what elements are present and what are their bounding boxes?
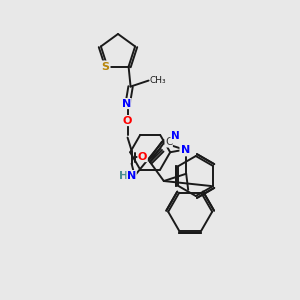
Text: C: C [165,137,172,147]
Text: S: S [101,61,110,72]
Text: CH₃: CH₃ [150,76,166,85]
Text: O: O [138,152,147,162]
Text: N: N [181,145,190,155]
Text: H: H [119,171,128,181]
Text: N: N [127,171,136,181]
Text: N: N [171,131,180,141]
Text: N: N [122,99,131,109]
Text: O: O [123,116,132,126]
